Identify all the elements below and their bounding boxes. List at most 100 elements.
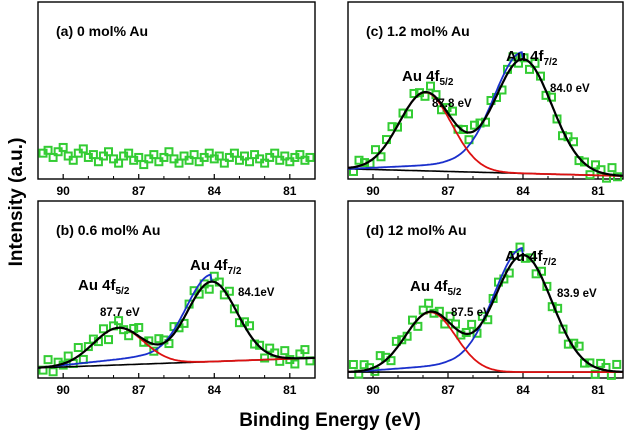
data-point [154,334,164,344]
data-point [78,144,88,154]
peak-energy-label: 83.9 eV [557,288,597,300]
x-tick-label: 84 [516,184,530,198]
fit-envelope [38,280,315,369]
data-point [189,150,199,160]
plot-frame [37,1,316,180]
x-tick-label: 84 [208,184,222,198]
data-point [348,359,358,369]
data-point [305,152,315,162]
x-tick-label: 87 [132,184,146,198]
panel-title: (c) 1.2 mol% Au [366,23,470,39]
data-point [574,341,584,351]
plot-frame [37,200,316,379]
data-point [260,158,270,168]
panel-title: (a) 0 mol% Au [56,23,148,39]
data-point [387,122,397,132]
panel-title: (d) 12 mol% Au [366,222,467,238]
data-point [73,343,83,353]
data-point [467,319,477,329]
data-point [424,298,434,308]
data-point [219,158,229,168]
data-point [295,150,305,160]
data-point [590,369,600,379]
data-point [409,88,419,98]
data-point [386,356,396,366]
x-tick-label: 90 [366,383,380,397]
fit-envelope [347,57,623,177]
data-point [204,148,214,158]
data-point [260,353,270,363]
data-point [149,150,159,160]
data-point [58,142,68,152]
x-tick-label: 87 [132,383,146,397]
data-point [214,151,224,161]
data-point [48,152,58,162]
data-point [290,359,300,369]
data-point [391,336,401,346]
data-point [139,160,149,170]
data-point [448,106,457,116]
data-point [526,253,536,263]
data-point [159,152,169,162]
data-point [612,359,622,369]
data-point [376,152,386,162]
y-axis-label: Intensity (a.u.) [6,138,27,267]
data-point [104,335,114,345]
data-point [239,151,249,161]
x-tick-label: 87 [441,184,455,198]
data-point [88,150,98,160]
data-point [413,321,423,331]
data-point [43,355,53,365]
data-point [270,148,280,158]
data-point [134,152,144,162]
peak-energy-label: 87.8 eV [432,98,472,110]
x-tick-label: 84 [516,383,530,397]
data-point [48,367,58,377]
data-point [245,321,255,331]
x-tick-label: 90 [366,184,380,198]
peak-energy-label: 87.7 eV [100,307,140,319]
data-point [114,316,124,326]
data-point [300,345,310,355]
peak-label: Au 4f7/2 [505,248,557,268]
data-point [229,148,239,158]
x-tick-label: 90 [57,184,71,198]
peak-label: Au 4f5/2 [78,277,130,297]
data-point [134,323,144,333]
data-point [515,242,525,252]
plot-frame [347,1,624,180]
data-point [265,343,275,353]
data-point [445,311,455,321]
data-point [204,284,214,294]
data-point [591,160,600,170]
x-tick-label: 90 [57,383,71,397]
x-tick-label: 81 [591,383,605,397]
data-point [124,331,134,341]
x-tick-label: 81 [283,184,297,198]
x-tick-label: 81 [591,184,605,198]
fit-envelope [347,253,624,373]
data-point [470,120,479,130]
data-point [104,147,114,157]
data-point [375,351,385,361]
data-point [371,145,380,155]
data-point [280,151,290,161]
data-point [43,145,53,155]
peak-energy-label: 84.1eV [238,287,275,299]
data-point [426,81,435,91]
peak-energy-label: 84.0 eV [550,83,590,95]
data-point [83,342,93,352]
data-point [508,52,518,62]
data-point [519,53,529,63]
data-point [607,163,617,173]
data-point [63,351,73,361]
panel-a: 90 87 84 81 (a) 0 mol% Au [37,1,316,198]
x-tick-label: 81 [283,383,297,397]
data-point [525,64,534,74]
data-point [255,340,265,350]
data-point [124,148,134,158]
data-point [114,158,124,168]
data-point [354,155,364,165]
